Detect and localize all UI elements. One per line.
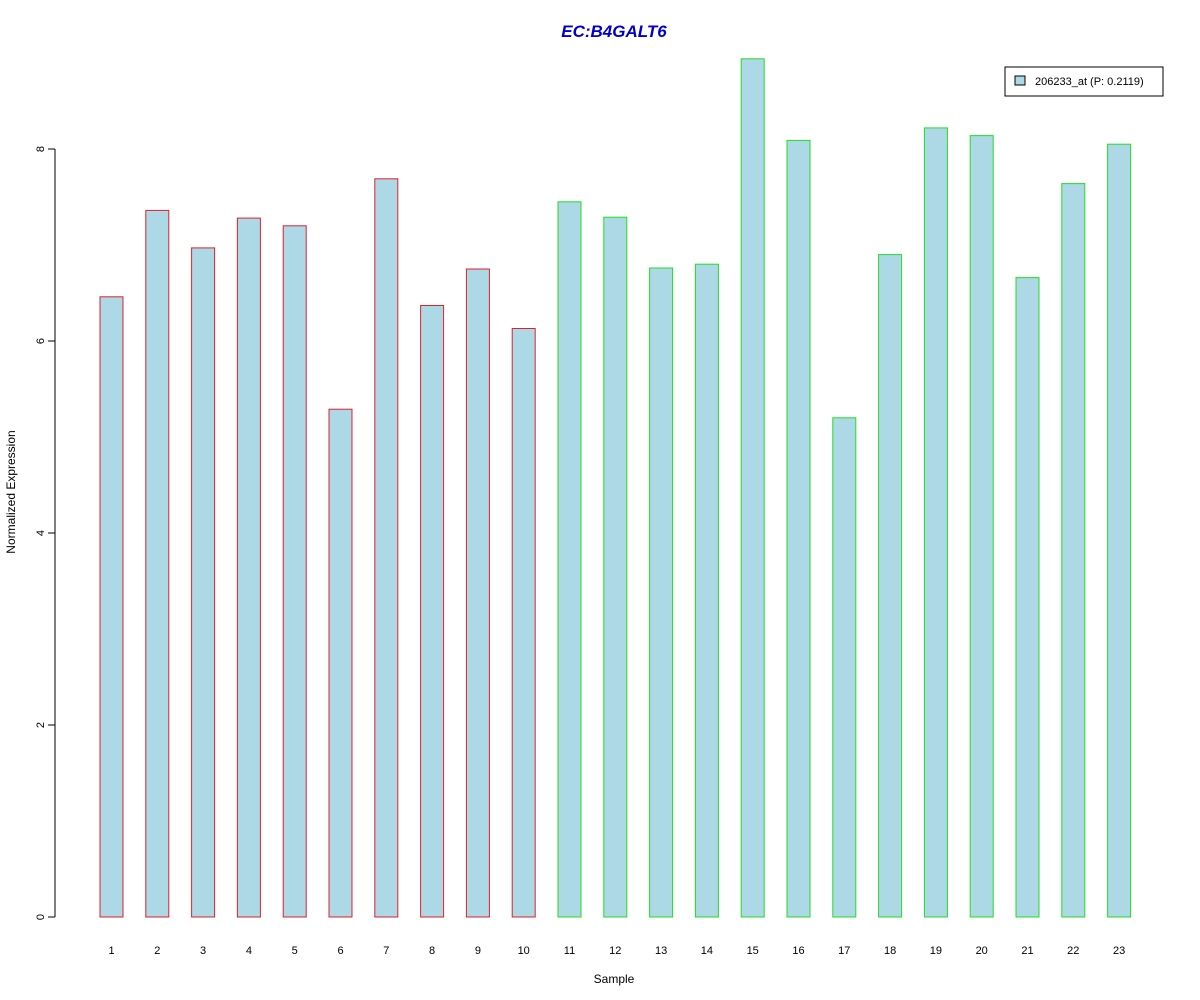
bar-sample-6 bbox=[328, 408, 353, 918]
x-tick-label: 1 bbox=[108, 945, 114, 957]
x-tick-label: 15 bbox=[747, 945, 759, 957]
x-axis-label: Sample bbox=[594, 972, 635, 986]
chart-title: EC:B4GALT6 bbox=[561, 22, 667, 41]
bar-sample-20 bbox=[969, 135, 994, 918]
bar-sample-21 bbox=[1015, 277, 1040, 918]
legend-entry-label: 206233_at (P: 0.2119) bbox=[1035, 76, 1144, 88]
x-tick-label: 14 bbox=[701, 945, 713, 957]
x-tick-label: 2 bbox=[154, 945, 160, 957]
bar-sample-4 bbox=[236, 217, 261, 918]
x-tick-label: 23 bbox=[1113, 945, 1125, 957]
bar-sample-8 bbox=[420, 305, 445, 918]
x-tick-label: 20 bbox=[976, 945, 988, 957]
y-axis-label: Normalized Expression bbox=[4, 430, 18, 553]
y-tick-label: 8 bbox=[35, 146, 47, 152]
y-tick-label: 4 bbox=[35, 530, 47, 536]
x-tick-label: 19 bbox=[930, 945, 942, 957]
legend-swatch bbox=[1014, 75, 1026, 86]
x-tick-label: 22 bbox=[1067, 945, 1079, 957]
bar-sample-7 bbox=[374, 178, 399, 918]
x-tick-label: 9 bbox=[475, 945, 481, 957]
bar-sample-13 bbox=[649, 267, 674, 918]
x-tick-label: 6 bbox=[337, 945, 343, 957]
bars bbox=[99, 58, 1132, 918]
y-tick-label: 0 bbox=[35, 914, 47, 920]
y-axis: 0 2 4 6 8 bbox=[35, 146, 56, 920]
x-tick-label: 12 bbox=[609, 945, 621, 957]
bar-sample-15 bbox=[740, 58, 765, 918]
legend: 206233_at (P: 0.2119) bbox=[1004, 66, 1164, 97]
x-tick-label: 8 bbox=[429, 945, 435, 957]
x-tick-label: 7 bbox=[383, 945, 389, 957]
bar-sample-18 bbox=[878, 254, 903, 918]
bar-sample-17 bbox=[832, 417, 857, 918]
bar-sample-19 bbox=[923, 127, 948, 918]
bar-sample-5 bbox=[282, 225, 307, 918]
x-tick-label: 17 bbox=[838, 945, 850, 957]
bar-sample-9 bbox=[465, 268, 490, 918]
bar-sample-1 bbox=[99, 296, 124, 918]
bar-sample-11 bbox=[557, 201, 582, 918]
x-tick-label: 4 bbox=[246, 945, 252, 957]
bar-sample-23 bbox=[1107, 143, 1132, 918]
y-tick-label: 6 bbox=[35, 338, 47, 344]
bar-sample-16 bbox=[786, 139, 811, 918]
x-tick-label: 21 bbox=[1021, 945, 1033, 957]
bar-sample-2 bbox=[145, 209, 170, 918]
x-tick-label: 11 bbox=[564, 945, 575, 957]
bar-sample-12 bbox=[603, 216, 628, 918]
bar-sample-10 bbox=[511, 328, 536, 918]
x-axis-tick-labels: 1 2 3 4 5 6 7 8 9 10 11 12 13 14 15 16 17 18 19 20 21 22 23 bbox=[108, 945, 1125, 957]
x-tick-label: 5 bbox=[292, 945, 298, 957]
bar-sample-3 bbox=[191, 247, 216, 918]
bar-sample-14 bbox=[694, 263, 719, 918]
legend-box bbox=[1004, 66, 1164, 97]
x-tick-label: 3 bbox=[200, 945, 206, 957]
x-tick-label: 13 bbox=[655, 945, 667, 957]
y-tick-label: 2 bbox=[35, 722, 47, 728]
x-tick-label: 18 bbox=[884, 945, 896, 957]
bar-sample-22 bbox=[1061, 183, 1086, 918]
x-tick-label: 10 bbox=[518, 945, 530, 957]
x-tick-label: 16 bbox=[792, 945, 804, 957]
